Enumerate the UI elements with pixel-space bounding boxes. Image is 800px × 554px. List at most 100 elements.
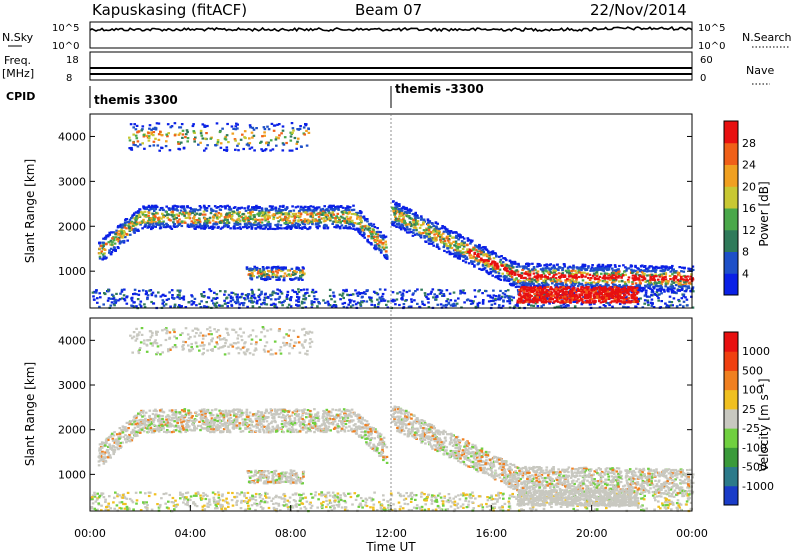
power-cell — [149, 222, 153, 225]
power-cell — [680, 283, 683, 287]
power-cell — [147, 204, 151, 207]
power-cell — [343, 217, 346, 220]
power-cell — [662, 265, 665, 268]
power-cell — [204, 137, 207, 140]
power-cell — [123, 221, 127, 224]
power-cell — [395, 225, 398, 228]
power-cell — [589, 269, 592, 272]
power-cell — [678, 274, 682, 277]
power-cell — [250, 226, 254, 229]
power-cell — [228, 214, 231, 217]
power-cell — [395, 201, 398, 204]
power-cell — [176, 221, 180, 224]
power-cell — [106, 290, 110, 293]
power-cell — [665, 304, 669, 307]
power-cell — [486, 259, 490, 262]
power-cell — [679, 280, 682, 283]
power-cell — [332, 204, 335, 207]
power-cell — [521, 295, 525, 298]
power-cell — [269, 294, 272, 297]
power-cell — [148, 217, 151, 220]
power-cell — [191, 211, 195, 214]
power-cell — [217, 211, 221, 215]
power-cell — [503, 264, 506, 267]
power-cell — [447, 232, 450, 235]
power-cell — [592, 272, 596, 275]
power-cell — [381, 241, 385, 245]
power-cell — [479, 268, 483, 271]
power-cell — [436, 222, 439, 225]
power-cell — [678, 266, 681, 269]
power-cell — [249, 126, 252, 129]
power-cell — [500, 255, 503, 258]
power-cell — [230, 125, 234, 128]
power-cell — [295, 276, 298, 279]
power-cell — [445, 251, 449, 254]
power-cell — [295, 303, 298, 306]
power-cell — [335, 215, 338, 218]
power-cell — [421, 223, 425, 226]
power-cell — [368, 296, 371, 299]
power-cell — [215, 122, 219, 125]
power-cell — [470, 299, 473, 303]
power-cell — [263, 278, 267, 282]
power-cell — [656, 289, 660, 292]
power-cell — [536, 265, 539, 268]
power-cell — [160, 146, 163, 149]
power-cell — [138, 208, 142, 211]
power-cell — [574, 282, 578, 285]
power-cell — [115, 292, 118, 295]
nsearch-label: N.Search — [742, 31, 792, 44]
power-cell — [684, 275, 687, 278]
power-cell — [580, 268, 583, 272]
power-cell — [689, 278, 692, 281]
power-cell — [186, 140, 189, 143]
power-cell — [178, 132, 182, 135]
power-cell — [292, 219, 296, 222]
power-cell — [553, 271, 556, 274]
power-cell — [573, 266, 576, 269]
power-cell — [510, 271, 514, 274]
power-cell — [188, 212, 191, 215]
power-cell — [538, 296, 541, 299]
power-cell — [287, 217, 290, 220]
power-cell — [151, 291, 155, 294]
power-cell — [496, 265, 500, 268]
power-cell — [366, 220, 369, 223]
power-cell — [534, 302, 538, 305]
power-cell — [544, 274, 547, 277]
power-cell — [281, 268, 285, 271]
power-cell — [165, 210, 168, 214]
power-cell — [553, 284, 557, 287]
power-cell — [193, 297, 197, 300]
power-cell — [408, 211, 411, 214]
power-cell — [688, 281, 692, 284]
power-cell — [297, 304, 300, 307]
power-cell — [143, 225, 146, 228]
power-cell — [215, 301, 219, 304]
power-cell — [271, 276, 275, 279]
power-cell — [434, 221, 438, 225]
power-cell — [276, 288, 279, 291]
power-cell — [385, 257, 389, 260]
power-cell — [532, 290, 535, 293]
power-cell — [289, 139, 293, 142]
power-cell — [521, 268, 524, 272]
power-cell — [382, 234, 385, 237]
power-cell — [359, 228, 362, 231]
power-cell — [150, 294, 154, 297]
nave-tick-top: 60 — [700, 55, 713, 66]
power-cell — [673, 271, 676, 274]
power-cell — [527, 263, 531, 266]
power-cell — [567, 269, 570, 272]
power-cell — [290, 296, 293, 299]
power-cell — [164, 226, 168, 229]
power-cell — [175, 207, 178, 211]
power-cell — [449, 252, 453, 256]
power-cell — [148, 226, 151, 229]
power-cell — [280, 267, 283, 271]
power-cell — [452, 240, 455, 243]
power-cell — [439, 235, 442, 239]
power-cell — [505, 267, 509, 270]
power-cell — [664, 273, 668, 276]
